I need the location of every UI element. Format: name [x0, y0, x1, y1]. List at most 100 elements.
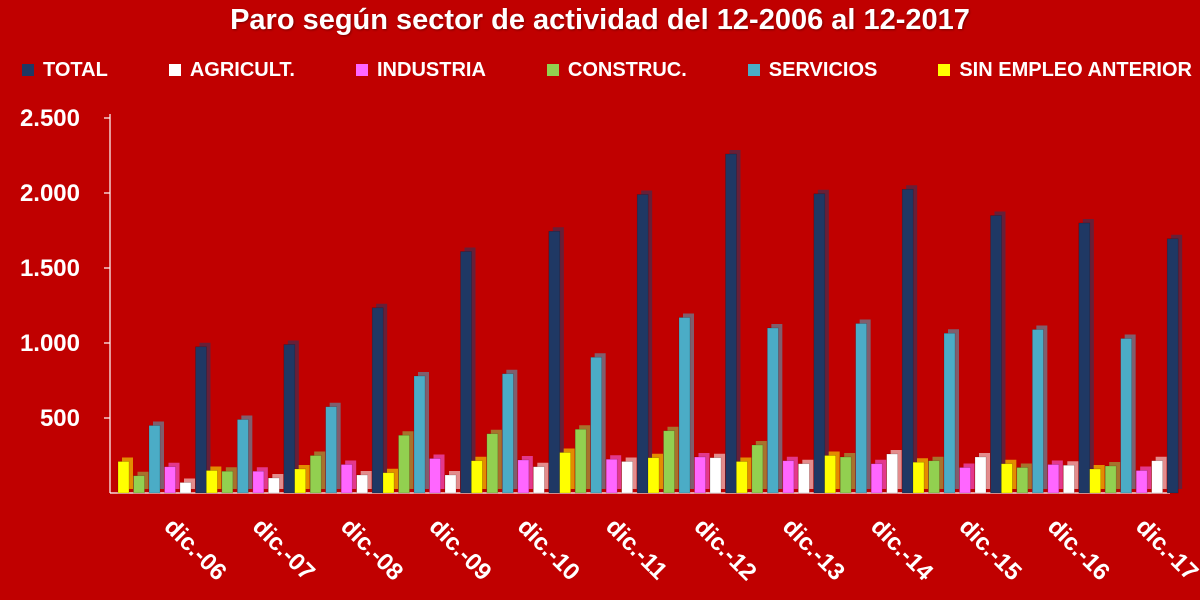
bar-sin-empleo-anterior-dic-11 [559, 448, 575, 494]
legend-item-construc: CONSTRUC. [546, 58, 687, 82]
bar-servicios-dic-06 [148, 421, 164, 494]
bar-sin-empleo-anterior-dic-12 [647, 453, 663, 494]
bar-servicios-dic-15 [943, 329, 959, 494]
bar-servicios-dic-17 [1120, 334, 1136, 494]
bar-agricult-dic-12 [709, 453, 725, 494]
y-tick-label: 2.000 [20, 180, 80, 207]
bar-industria-dic-11 [605, 455, 622, 494]
y-tick-label: 1.500 [20, 255, 80, 282]
bar-servicios-dic-09 [413, 372, 429, 494]
legend-item-agricult: AGRICULT. [168, 58, 295, 82]
bar-total-dic-08 [371, 303, 388, 494]
x-tick-label: dic.-12 [689, 513, 762, 586]
bar-construc-dic-15 [928, 456, 944, 494]
bar-servicios-dic-14 [855, 319, 871, 494]
x-tick-label: dic.-08 [335, 513, 408, 586]
legend-swatch [747, 64, 760, 76]
bar-agricult-dic-10 [533, 462, 549, 494]
bar-servicios-dic-07 [237, 415, 253, 494]
bar-industria-dic-08 [340, 460, 357, 494]
bar-sin-empleo-anterior-dic-14 [824, 451, 840, 494]
x-tick-label: dic.-11 [600, 513, 672, 585]
bar-sin-empleo-anterior-dic-17 [1089, 465, 1105, 494]
bar-servicios-dic-11 [590, 353, 606, 494]
bar-sin-empleo-anterior-dic-15 [912, 458, 928, 494]
bar-total-dic-13 [813, 189, 829, 494]
bar-industria-dic-14 [870, 459, 887, 494]
chart-title: Paro según sector de actividad del 12-20… [230, 4, 970, 36]
legend-label: AGRICULT. [189, 58, 295, 81]
x-tick-label: dic.-14 [865, 513, 938, 586]
legend-label: SERVICIOS [768, 58, 878, 81]
bar-sin-empleo-anterior-dic-09 [382, 468, 398, 494]
y-tick-label: 1.000 [20, 330, 80, 357]
bar-industria-dic-16 [1047, 460, 1063, 494]
legend-swatch [938, 64, 951, 76]
bar-construc-dic-06 [133, 471, 149, 494]
bar-agricult-dic-08 [356, 471, 372, 494]
bar-servicios-dic-13 [767, 324, 783, 494]
bar-total-dic-14 [901, 185, 918, 494]
bar-total-dic-15 [990, 211, 1006, 494]
bar-construc-dic-11 [574, 425, 591, 494]
bar-industria-dic-15 [959, 463, 975, 494]
bar-construc-dic-16 [1016, 463, 1032, 494]
bar-construc-dic-08 [309, 451, 326, 494]
bar-servicios-dic-08 [325, 402, 341, 494]
legend-label: SIN EMPLEO ANTERIOR [959, 58, 1192, 81]
bar-construc-dic-09 [398, 431, 414, 494]
bar-sin-empleo-anterior-dic-06 [117, 457, 133, 494]
bar-agricult-dic-13 [798, 459, 814, 494]
legend: TOTAL AGRICULT. INDUSTRIA CONSTRUC. SERVICIO… [22, 56, 1192, 84]
bar-total-dic-17 [1166, 234, 1183, 494]
x-tick-label: dic.-17 [1130, 513, 1200, 586]
bar-servicios-dic-12 [678, 313, 694, 494]
bar-construc-dic-13 [751, 441, 767, 494]
bar-total-dic-16 [1078, 219, 1094, 494]
legend-swatch [168, 64, 181, 76]
bar-industria-dic-12 [694, 453, 710, 494]
bar-construc-dic-14 [839, 453, 856, 494]
bar-agricult-dic-07 [268, 474, 284, 494]
legend-label: TOTAL [43, 58, 108, 81]
bar-industria-dic-07 [252, 467, 268, 494]
bar-sin-empleo-anterior-dic-08 [294, 465, 310, 494]
bar-agricult-dic-16 [1063, 461, 1079, 494]
bar-sin-empleo-anterior-dic-10 [471, 456, 487, 494]
legend-item-industria: INDUSTRIA [356, 59, 486, 82]
legend-item-servicios: SERVICIOS [747, 58, 878, 82]
x-tick-label: dic.-15 [954, 513, 1027, 586]
y-tick-label: 500 [40, 405, 80, 432]
legend-item-sin-empleo-anterior: SIN EMPLEO ANTERIOR [938, 59, 1192, 82]
bar-total-dic-12 [725, 150, 741, 494]
x-tick-label: dic.-09 [424, 513, 497, 586]
bar-agricult-dic-17 [1151, 456, 1167, 494]
y-tick-label: 2.500 [20, 105, 80, 132]
legend-swatch [356, 64, 368, 76]
x-tick-label: dic.-13 [777, 513, 850, 586]
bar-industria-dic-13 [782, 456, 798, 494]
bar-sin-empleo-anterior-dic-16 [1001, 459, 1017, 494]
bar-total-dic-07 [283, 340, 299, 494]
bar-agricult-dic-15 [974, 453, 990, 494]
bar-construc-dic-10 [486, 429, 502, 494]
bar-industria-dic-10 [517, 456, 533, 494]
legend-label: CONSTRUC. [567, 58, 687, 81]
legend-label: INDUSTRIA [377, 58, 486, 81]
bar-construc-dic-12 [663, 426, 679, 494]
bar-sin-empleo-anterior-dic-07 [206, 466, 222, 494]
bar-industria-dic-17 [1135, 466, 1152, 494]
bar-servicios-dic-10 [502, 369, 518, 494]
bar-industria-dic-09 [429, 454, 445, 494]
bar-agricult-dic-14 [886, 450, 902, 494]
bar-total-dic-09 [460, 247, 476, 494]
bar-construc-dic-17 [1104, 462, 1121, 494]
bar-agricult-dic-09 [444, 471, 460, 494]
legend-item-total: TOTAL [22, 59, 108, 82]
bar-total-dic-11 [636, 190, 653, 494]
bar-industria-dic-06 [164, 462, 180, 494]
bar-construc-dic-07 [221, 467, 237, 494]
legend-swatch [546, 64, 559, 76]
x-tick-label: dic.-16 [1042, 513, 1115, 586]
